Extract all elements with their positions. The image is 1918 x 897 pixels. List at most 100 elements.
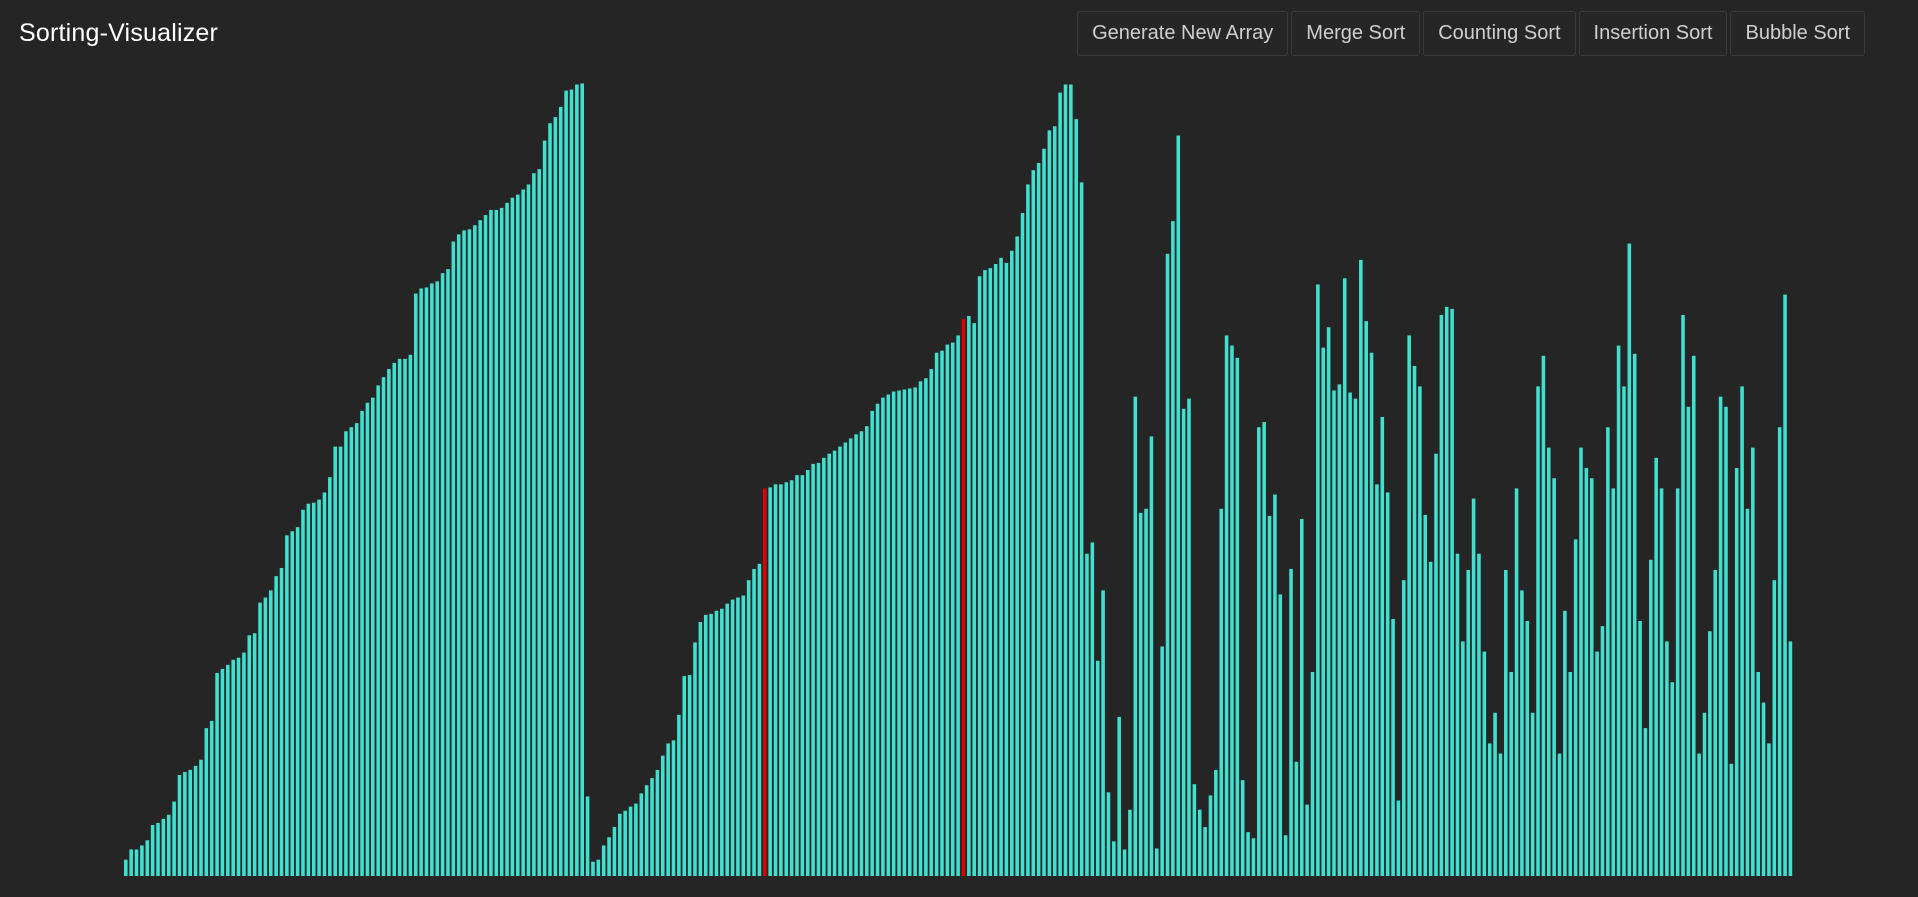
array-bar xyxy=(1563,610,1567,876)
array-bar xyxy=(886,394,891,876)
array-bar xyxy=(413,293,418,876)
array-bar xyxy=(1525,621,1530,876)
array-bar xyxy=(1310,672,1315,876)
array-bar xyxy=(494,209,499,876)
array-bar xyxy=(1305,804,1309,876)
array-bar xyxy=(1579,447,1583,876)
array-bar xyxy=(677,714,681,876)
array-bar xyxy=(435,281,440,876)
array-bar xyxy=(800,475,805,876)
array-bar xyxy=(1203,827,1207,876)
array-bar xyxy=(1520,590,1524,876)
array-bar xyxy=(1541,355,1546,876)
array-bar xyxy=(1117,716,1121,876)
array-bar xyxy=(585,796,590,876)
array-bar xyxy=(1697,753,1701,876)
array-bar xyxy=(1665,641,1669,876)
array-bar xyxy=(360,410,364,876)
array-bar xyxy=(371,397,375,876)
array-bar xyxy=(209,720,214,876)
array-bar xyxy=(698,622,703,876)
array-bar xyxy=(832,450,837,876)
array-bar xyxy=(607,837,611,876)
array-bar xyxy=(784,482,789,876)
array-bar xyxy=(392,362,397,876)
array-bar xyxy=(907,388,912,876)
array-bar xyxy=(1616,345,1621,876)
array-bar xyxy=(612,827,617,876)
array-bar xyxy=(1122,849,1127,876)
array-bar xyxy=(1514,488,1519,876)
array-bar xyxy=(618,813,622,876)
array-bar xyxy=(1402,580,1406,876)
array-bar xyxy=(1418,386,1422,876)
array-bar xyxy=(381,377,386,876)
array-bar xyxy=(967,316,971,876)
array-bar xyxy=(1369,352,1374,876)
array-bar xyxy=(172,801,176,876)
array-bar xyxy=(660,755,665,876)
array-bar-active xyxy=(961,319,966,876)
app-title: Sorting-Visualizer xyxy=(19,19,219,47)
array-bar xyxy=(1171,221,1175,876)
array-bar xyxy=(193,765,198,876)
array-bar xyxy=(1632,353,1637,876)
array-bar xyxy=(532,173,536,876)
array-bar xyxy=(1681,315,1685,876)
generate-new-array-button[interactable]: Generate New Array xyxy=(1077,11,1289,56)
array-bar xyxy=(569,89,574,876)
array-bar xyxy=(349,427,354,876)
array-bar xyxy=(1364,321,1368,876)
array-bar xyxy=(1020,213,1025,876)
array-bar xyxy=(1063,84,1068,876)
array-bar xyxy=(1649,559,1653,876)
array-bar xyxy=(1165,253,1170,876)
array-bar xyxy=(1450,308,1454,876)
array-bar xyxy=(161,818,166,876)
array-bar xyxy=(129,849,133,876)
array-bar xyxy=(1101,590,1105,876)
array-bar xyxy=(709,613,713,876)
array-bar xyxy=(601,845,606,876)
array-bar xyxy=(757,563,762,876)
counting-sort-button[interactable]: Counting Sort xyxy=(1423,11,1576,56)
array-bar xyxy=(1509,672,1513,876)
array-bar xyxy=(950,342,955,876)
array-bar xyxy=(1214,769,1218,876)
array-bar xyxy=(741,595,746,876)
array-bar xyxy=(424,287,429,876)
array-bar xyxy=(268,590,273,876)
array-bar xyxy=(725,603,729,876)
array-bar xyxy=(1267,515,1272,876)
array-bar xyxy=(295,527,300,876)
array-bar xyxy=(199,759,203,876)
array-bar xyxy=(467,229,472,876)
array-bar xyxy=(1095,660,1100,876)
array-bar xyxy=(354,423,359,876)
merge-sort-button[interactable]: Merge Sort xyxy=(1291,11,1421,56)
array-bar xyxy=(285,535,289,876)
array-bar xyxy=(306,503,311,876)
array-bar xyxy=(1627,243,1632,876)
array-bar xyxy=(1536,386,1540,876)
array-bar xyxy=(977,276,982,876)
array-bar xyxy=(1428,561,1433,876)
array-bar xyxy=(1396,800,1401,876)
array-bar xyxy=(1230,345,1234,876)
insertion-sort-button[interactable]: Insertion Sort xyxy=(1578,11,1728,56)
array-bar xyxy=(1208,795,1213,876)
array-bar xyxy=(134,849,139,876)
array-bar xyxy=(252,633,257,876)
array-bar xyxy=(1713,570,1718,876)
array-bar xyxy=(1176,135,1181,876)
array-bar xyxy=(897,390,901,876)
array-bar xyxy=(1240,780,1245,876)
array-bar xyxy=(328,477,332,876)
array-bar xyxy=(752,568,756,876)
array-bar xyxy=(1455,553,1460,876)
array-bar xyxy=(924,378,928,876)
array-bar xyxy=(188,769,193,876)
array-bar xyxy=(1342,278,1347,876)
array-bar xyxy=(1235,357,1240,876)
bubble-sort-button[interactable]: Bubble Sort xyxy=(1730,11,1865,56)
